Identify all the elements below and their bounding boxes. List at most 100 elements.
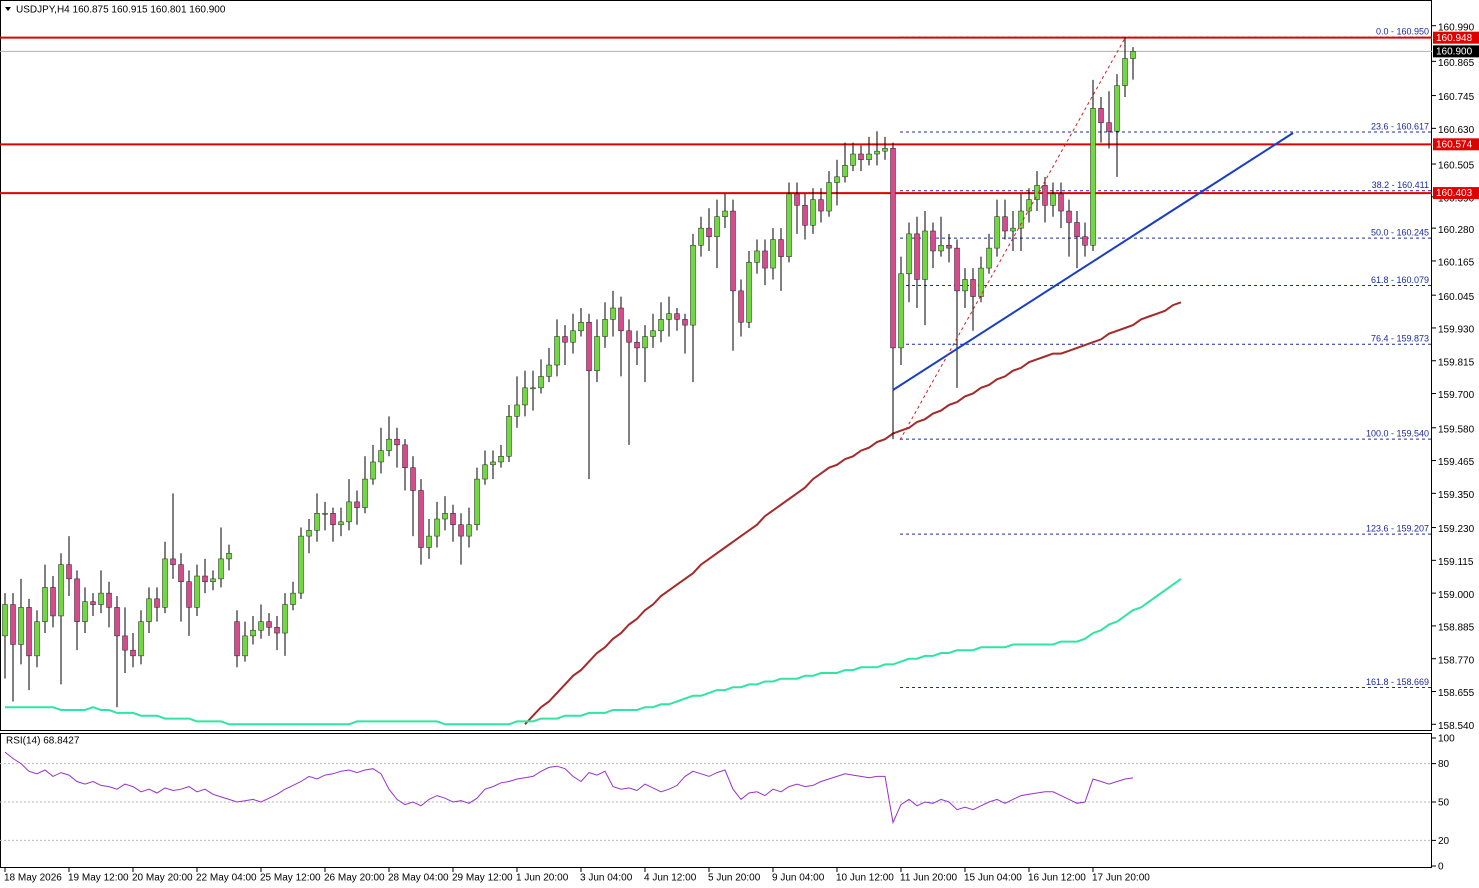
x-tick-label: 11 Jun 20:00: [900, 873, 958, 884]
x-tick-label: 18 May 2026: [4, 873, 62, 884]
candle-body: [370, 461, 376, 480]
candle-body: [842, 165, 848, 178]
candle-body: [1002, 216, 1008, 232]
price-label: 160.900: [1436, 47, 1473, 58]
candle-body: [82, 601, 88, 622]
candle-body: [1114, 85, 1120, 132]
moving-average: [524, 301, 1182, 725]
y-tick-label: 159.815: [1438, 357, 1475, 368]
candle-body: [522, 387, 528, 406]
candle-body: [58, 564, 64, 617]
y-tick-label: 158.770: [1438, 655, 1475, 666]
candle-body: [178, 564, 184, 582]
x-tick-label: 1 Jun 20:00: [516, 873, 569, 884]
y-tick-label: 160.165: [1438, 258, 1475, 269]
fib-label: 123.6 - 159.207: [1366, 523, 1429, 533]
candle-body: [2, 604, 8, 637]
y-tick-label: 160.865: [1438, 58, 1475, 69]
candle-body: [162, 558, 168, 608]
fib-label: 50.0 - 160.245: [1371, 228, 1429, 238]
main-pane: [0, 0, 1432, 731]
level-box: [1433, 187, 1479, 200]
candle-body: [906, 233, 912, 275]
candle-body: [506, 416, 512, 457]
trend-line: [892, 132, 1294, 391]
candle-body: [362, 478, 368, 508]
candle-body: [386, 438, 392, 451]
candle-body: [346, 501, 352, 523]
candle-body: [418, 490, 424, 548]
candle-body: [762, 250, 768, 269]
x-tick-label: 22 May 04:00: [196, 873, 257, 884]
x-tick-label: 10 Jun 12:00: [836, 873, 894, 884]
candle-body: [122, 635, 128, 651]
candle-body: [1066, 210, 1072, 223]
candle-body: [722, 210, 728, 217]
candle-body: [1082, 236, 1088, 246]
y-tick-label: 159.930: [1438, 325, 1475, 336]
candle-body: [570, 330, 576, 343]
y-tick-label: 159.350: [1438, 490, 1475, 501]
level-label: 160.403: [1436, 188, 1473, 199]
candle-body: [1122, 58, 1128, 86]
candle-body: [858, 153, 864, 160]
candle-body: [554, 336, 560, 366]
candle-body: [26, 607, 32, 657]
x-tick-label: 25 May 12:00: [260, 873, 321, 884]
candle-body: [594, 336, 600, 371]
candle-body: [802, 205, 808, 226]
y-tick-label: 159.115: [1438, 557, 1474, 568]
y-tick-label: 160.045: [1438, 292, 1475, 303]
candle-body: [42, 587, 48, 622]
candle-body: [994, 216, 1000, 249]
rsi-tick-label: 80: [1438, 759, 1450, 770]
candle-body: [146, 598, 152, 622]
candle-body: [330, 513, 336, 525]
y-tick-label: 158.655: [1438, 688, 1475, 699]
candle-body: [426, 535, 432, 548]
candle-body: [922, 230, 928, 280]
candle-body: [114, 607, 120, 637]
candle-body: [586, 321, 592, 371]
x-tick-label: 29 May 12:00: [452, 873, 513, 884]
candle-body: [138, 621, 144, 657]
candle-body: [810, 199, 816, 226]
candle-body: [250, 629, 256, 637]
candle-body: [714, 216, 720, 237]
candle-body: [394, 438, 400, 446]
price-box: [1433, 45, 1479, 58]
candle-body: [234, 621, 240, 657]
candle-body: [18, 607, 24, 645]
candle-body: [434, 518, 440, 537]
candle-body: [274, 627, 280, 634]
y-tick-label: 159.465: [1438, 457, 1475, 468]
fib-label: 100.0 - 159.540: [1366, 429, 1429, 439]
candle-body: [66, 564, 72, 580]
y-tick-label: 159.230: [1438, 524, 1475, 535]
candle-body: [242, 635, 248, 657]
x-tick-label: 9 Jun 04:00: [772, 873, 825, 884]
candle-body: [530, 387, 536, 390]
x-tick-label: 16 Jun 12:00: [1028, 873, 1086, 884]
candle-body: [610, 307, 616, 320]
candle-body: [786, 193, 792, 257]
candle-body: [746, 262, 752, 323]
candle-body: [90, 601, 96, 605]
y-tick-label: 159.000: [1438, 590, 1475, 601]
candle-body: [1042, 185, 1048, 206]
candle-body: [698, 227, 704, 246]
fib-label: 38.2 - 160.411: [1372, 180, 1429, 190]
candle-body: [1130, 51, 1136, 59]
candle-body: [946, 245, 952, 249]
candle-body: [834, 176, 840, 183]
candle-body: [1074, 222, 1080, 237]
x-tick-label: 3 Jun 04:00: [580, 873, 633, 884]
chart-title: USDJPY,H4 160.875 160.915 160.801 160.90…: [16, 5, 226, 16]
candle-body: [578, 321, 584, 332]
candle-body: [442, 513, 448, 520]
candle-body: [634, 341, 640, 349]
candle-body: [458, 524, 464, 537]
candle-body: [1010, 227, 1016, 232]
y-tick-label: 160.280: [1438, 225, 1475, 236]
rsi-tick-label: 50: [1438, 798, 1450, 809]
